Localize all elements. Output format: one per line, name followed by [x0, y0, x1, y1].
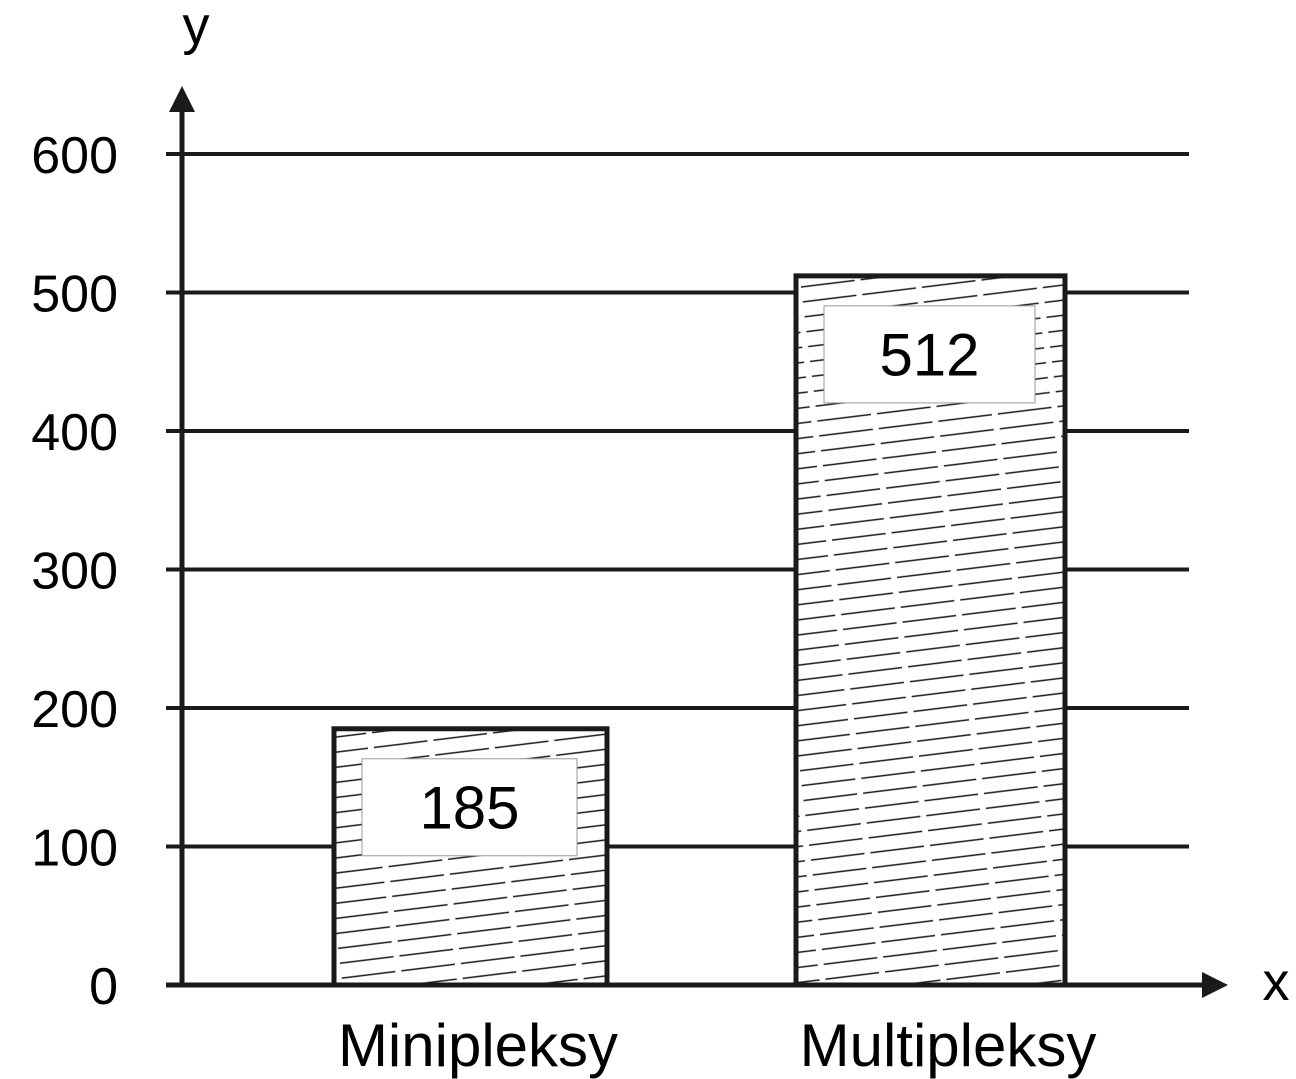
x-axis-label: x [1263, 952, 1290, 1012]
y-tick-label-300: 300 [31, 543, 118, 601]
category-label-minipleksy: Minipleksy [338, 1012, 618, 1079]
y-tick-label-200: 200 [31, 681, 118, 739]
y-tick-label-100: 100 [31, 820, 118, 878]
data-label-box-minipleksy [361, 758, 578, 857]
x-category-labels: Minipleksy Multipleksy [338, 1012, 1096, 1079]
y-axis-arrow-icon [169, 86, 195, 112]
y-tick-label-600: 600 [31, 127, 118, 185]
x-axis-arrow-icon [1202, 972, 1228, 998]
y-tick-label-400: 400 [31, 404, 118, 462]
axes: y x [166, 0, 1290, 1012]
y-tick-label-500: 500 [31, 266, 118, 324]
category-label-multipleksy: Multipleksy [800, 1012, 1097, 1079]
y-axis-label: y [183, 0, 210, 56]
y-tick-labels: 0 100 200 300 400 500 600 [31, 127, 118, 1016]
y-tick-label-0: 0 [89, 958, 118, 1016]
data-label-minipleksy: 185 [419, 774, 519, 841]
data-labels: 185 512 [361, 305, 1036, 857]
data-label-box-multipleksy [823, 305, 1036, 404]
data-label-multipleksy: 512 [879, 321, 979, 388]
